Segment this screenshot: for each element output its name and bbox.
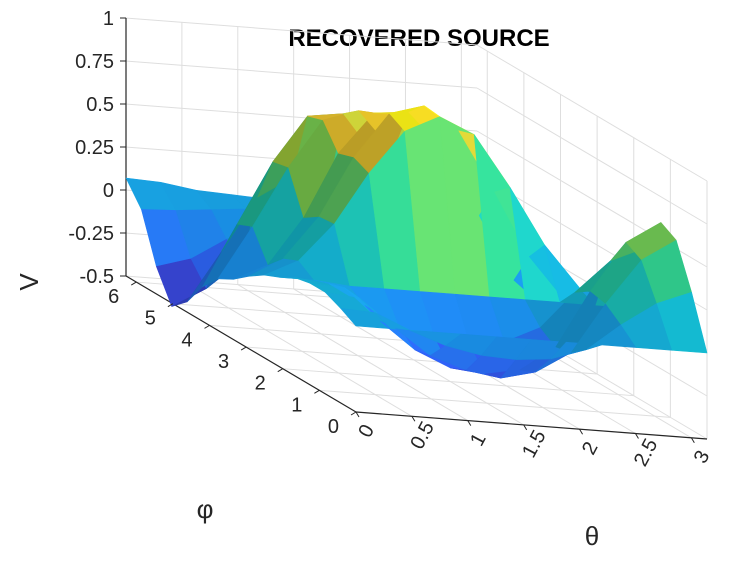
y-tick-label: 4 xyxy=(181,329,192,351)
grid-line xyxy=(476,44,708,182)
y-tick-mark xyxy=(314,389,320,394)
z-tick-label: 0 xyxy=(103,180,114,202)
x-tick-mark xyxy=(467,420,472,426)
grid-line xyxy=(181,279,413,417)
x-axis-label: θ xyxy=(585,521,599,551)
x-tick-mark xyxy=(579,428,583,435)
x-tick-label: 2 xyxy=(578,438,603,458)
chart-title: RECOVERED SOURCE xyxy=(288,25,549,52)
z-tick-label: -0.5 xyxy=(80,266,114,288)
x-tick-mark xyxy=(635,433,639,439)
y-tick-mark xyxy=(130,281,137,286)
grid-line xyxy=(125,17,478,46)
y-tick-mark xyxy=(167,303,174,308)
surface-patch xyxy=(656,291,708,354)
grid-line xyxy=(125,60,478,89)
z-tick-label: 0.75 xyxy=(75,51,114,73)
y-axis-line xyxy=(125,275,357,413)
x-tick-mark xyxy=(355,411,360,418)
grid-line xyxy=(476,87,708,225)
grid-line xyxy=(237,284,469,422)
x-tick-label: 0.5 xyxy=(406,418,438,453)
y-tick-label: 6 xyxy=(108,286,119,308)
x-tick-label: 0 xyxy=(354,421,379,441)
y-tick-label: 5 xyxy=(145,308,156,330)
x-tick-label: 3 xyxy=(690,447,715,467)
y-tick-label: 0 xyxy=(328,416,339,438)
y-tick-mark xyxy=(204,324,210,329)
z-tick-label: -0.25 xyxy=(68,223,114,245)
y-tick-label: 3 xyxy=(218,351,229,373)
x-tick-mark xyxy=(690,437,695,444)
x-axis-line xyxy=(355,411,708,440)
grid-line xyxy=(319,389,671,418)
surface-plot xyxy=(125,105,708,379)
y-tick-label: 1 xyxy=(291,394,302,416)
z-axis-label: V xyxy=(14,273,44,291)
y-axis-label: φ xyxy=(197,494,214,524)
grid-line xyxy=(293,288,524,426)
x-tick-label: 1.5 xyxy=(518,427,550,462)
x-tick-label: 1 xyxy=(466,430,491,450)
z-tick-label: 0.25 xyxy=(75,137,114,159)
y-tick-mark xyxy=(240,346,247,351)
grid-line xyxy=(282,368,634,397)
x-tick-label: 2.5 xyxy=(630,435,662,470)
y-tick-mark xyxy=(277,368,284,373)
z-tick-label: 1 xyxy=(103,8,114,30)
x-tick-mark xyxy=(411,416,416,422)
y-tick-mark xyxy=(350,411,357,416)
y-tick-label: 2 xyxy=(255,373,266,395)
x-tick-mark xyxy=(523,424,528,431)
z-tick-label: 0.5 xyxy=(86,94,114,116)
